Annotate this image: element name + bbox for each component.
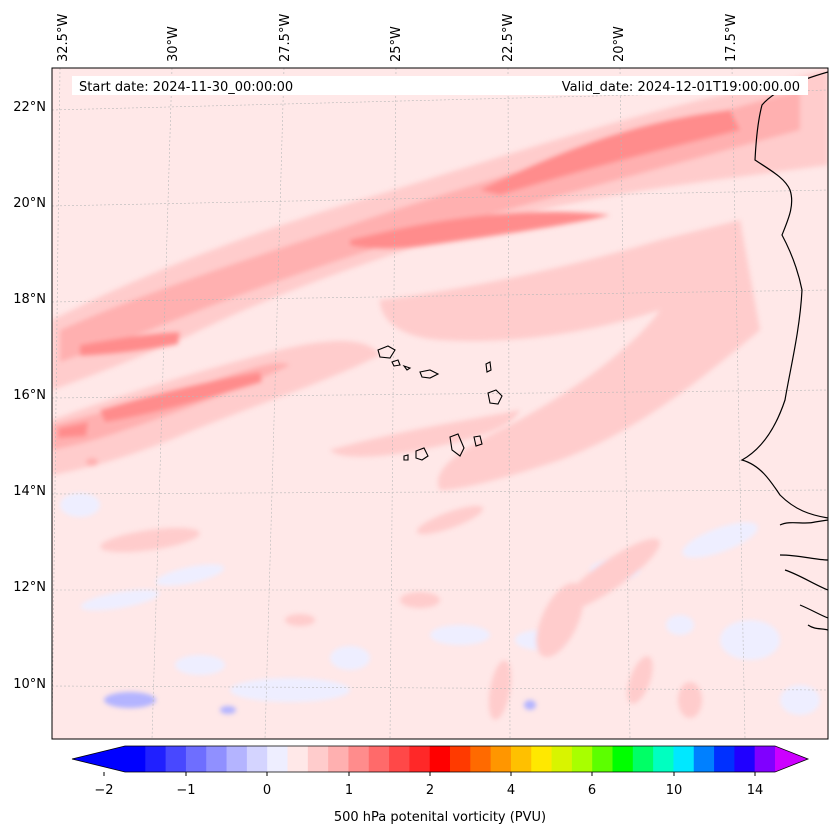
lon-label: 25°W <box>389 26 404 62</box>
colorbar-segment <box>307 746 329 772</box>
header-box <box>72 76 808 95</box>
colorbar-segment <box>267 746 288 772</box>
coastline <box>740 71 828 631</box>
colorbar-segment <box>328 746 349 772</box>
colorbar-ticks: −2 −1 0 1 2 4 6 10 14 <box>94 783 763 798</box>
cbar-tick-label: 2 <box>426 783 434 798</box>
cbar-tick-label: 1 <box>345 783 353 798</box>
lon-label: 20°W <box>612 26 627 62</box>
valid-date-text: Valid_date: 2024-12-01T19:00:00.00 <box>562 80 800 95</box>
map-panel <box>52 68 828 739</box>
cbar-tick-label: 6 <box>588 783 596 798</box>
colorbar-segment <box>348 746 370 772</box>
cape-verde-islands <box>377 345 503 461</box>
colorbar-segment <box>571 746 593 772</box>
colorbar-segment <box>531 746 553 772</box>
colorbar-segment <box>226 746 248 772</box>
colorbar-segment <box>368 746 390 772</box>
colorbar-segment <box>389 746 410 772</box>
colorbar-segment <box>592 746 613 772</box>
colorbar-segment <box>185 746 207 772</box>
colorbar-segment <box>653 746 674 772</box>
lat-label: 14°N <box>13 484 46 499</box>
cbar-tick-label: 0 <box>263 783 271 798</box>
colorbar-segment <box>632 746 654 772</box>
colorbar-segment <box>612 746 634 772</box>
cbar-tick-label: 14 <box>747 783 764 798</box>
colorbar-segment <box>470 746 492 772</box>
lat-label: 22°N <box>13 100 46 115</box>
colorbar <box>71 745 810 776</box>
colorbar-segment <box>450 746 471 772</box>
map-frame <box>51 67 829 740</box>
colorbar-segment <box>246 746 268 772</box>
lon-label: 32.5°W <box>56 14 71 62</box>
colorbar-segment <box>409 746 431 772</box>
longitude-labels: 32.5°W 30°W 27.5°W 25°W 22.5°W 20°W 17.5… <box>56 14 739 62</box>
cbar-tick-label: −2 <box>94 783 113 798</box>
colorbar-under-arrow <box>72 746 125 772</box>
colorbar-segment <box>125 746 146 772</box>
lat-label: 12°N <box>13 580 46 595</box>
colorbar-segment <box>429 746 451 772</box>
colorbar-segment <box>673 746 695 772</box>
colorbar-segment <box>287 746 309 772</box>
cbar-tick-label: −1 <box>176 783 195 798</box>
start-date-text: Start date: 2024-11-30_00:00:00 <box>79 80 293 95</box>
lon-label: 22.5°W <box>501 14 516 62</box>
colorbar-outline <box>71 745 810 773</box>
colorbar-segment <box>145 746 167 772</box>
colorbar-segment <box>693 746 715 772</box>
lat-label: 20°N <box>13 196 46 211</box>
cbar-tick-label: 10 <box>666 783 683 798</box>
lat-label: 10°N <box>13 677 46 692</box>
colorbar-segment <box>510 746 532 772</box>
colorbar-segment <box>734 746 756 772</box>
positive-pv-bands <box>52 70 828 720</box>
colorbar-segment <box>551 746 573 772</box>
lon-label: 27.5°W <box>278 14 293 62</box>
colorbar-over-arrow <box>775 746 808 772</box>
colorbar-segment <box>754 746 776 772</box>
colorbar-segment <box>714 746 735 772</box>
cbar-tick-label: 4 <box>507 783 515 798</box>
lat-label: 18°N <box>13 292 46 307</box>
colorbar-label: 500 hPa potenital vorticity (PVU) <box>334 810 546 825</box>
colorbar-segment <box>490 746 512 772</box>
lon-label: 30°W <box>166 26 181 62</box>
colorbar-segment <box>206 746 228 772</box>
colorbar-segment <box>165 746 187 772</box>
latitude-labels: 22°N 20°N 18°N 16°N 14°N 12°N 10°N <box>13 100 46 692</box>
graticule <box>52 68 828 739</box>
lat-label: 16°N <box>13 388 46 403</box>
lon-label: 17.5°W <box>724 14 739 62</box>
